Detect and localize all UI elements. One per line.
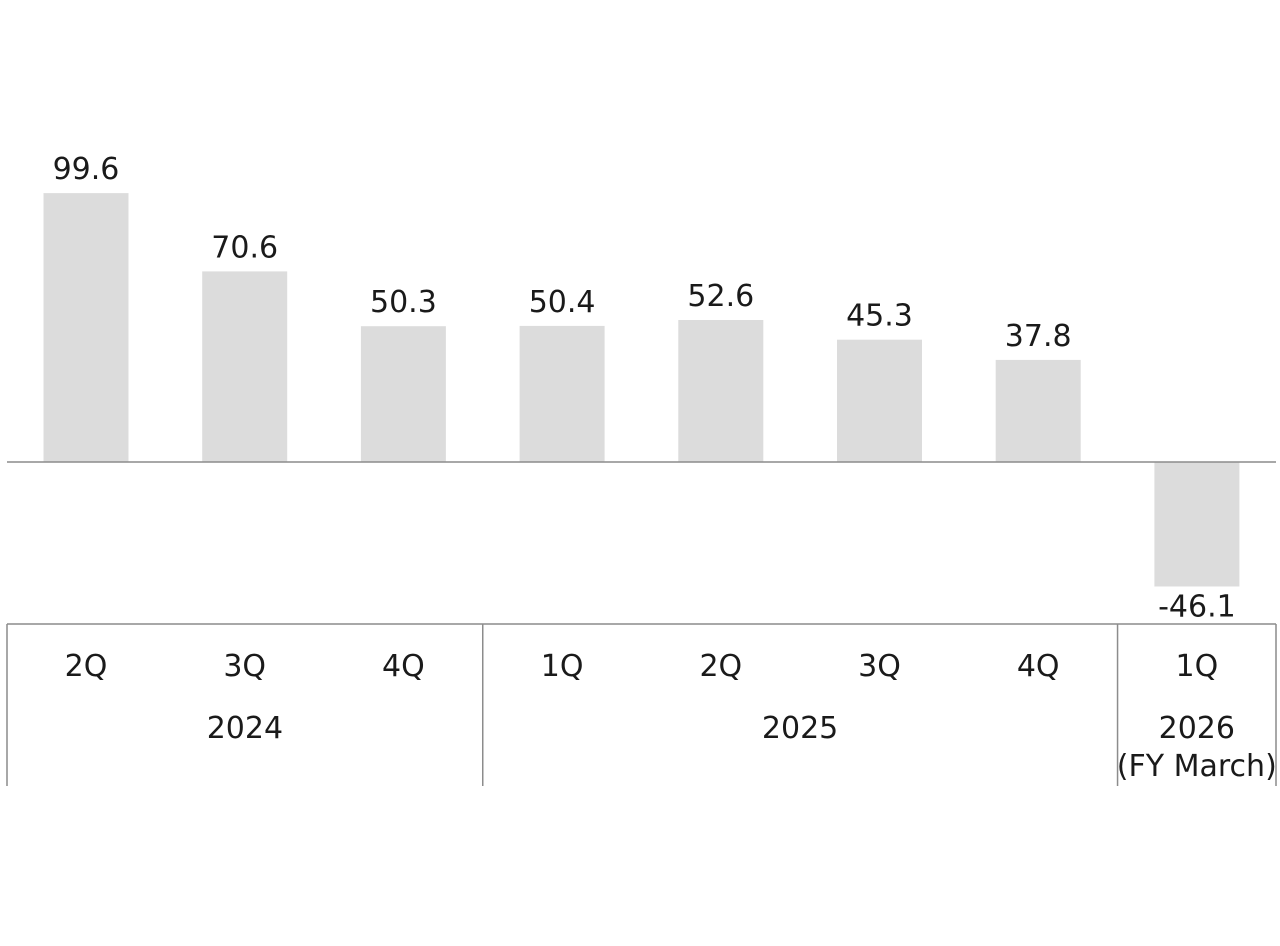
bar: [837, 339, 922, 462]
quarter-label: 1Q: [1176, 649, 1219, 684]
data-label: 45.3: [846, 299, 913, 334]
bar: [678, 320, 764, 462]
bar: [202, 271, 288, 462]
quarter-label: 4Q: [1017, 649, 1060, 684]
bar: [995, 359, 1081, 462]
quarter-label: 2Q: [699, 649, 742, 684]
quarter-label: 2Q: [65, 649, 108, 684]
bars-layer: [43, 193, 1240, 587]
data-label: -46.1: [1158, 590, 1236, 625]
bar: [360, 326, 446, 462]
data-label: 99.6: [53, 152, 120, 187]
data-label: 70.6: [211, 230, 278, 265]
quarter-label: 4Q: [382, 649, 425, 684]
bar: [1154, 462, 1240, 587]
year-label: 2026: [1159, 711, 1235, 746]
bar: [43, 193, 129, 462]
data-label: 37.8: [1005, 319, 1072, 354]
data-label: 50.4: [529, 285, 596, 320]
labels-layer: 99.6 70.6 50.3 50.4 52.6 45.3 37.8 -46.1: [53, 152, 1236, 624]
data-label: 52.6: [687, 279, 754, 314]
year-sublabel: (FY March): [1117, 749, 1277, 784]
year-label: 2024: [207, 711, 283, 746]
quarter-label: 1Q: [541, 649, 584, 684]
quarter-label: 3Q: [223, 649, 266, 684]
bar: [519, 325, 605, 462]
year-label: 2025: [762, 711, 838, 746]
data-label: 50.3: [370, 285, 437, 320]
quarter-label: 3Q: [858, 649, 901, 684]
category-table: 2024 2025 2026(FY March) 2Q 3Q 4Q 1Q 2Q 3Q 4Q 1Q: [6, 623, 1277, 786]
